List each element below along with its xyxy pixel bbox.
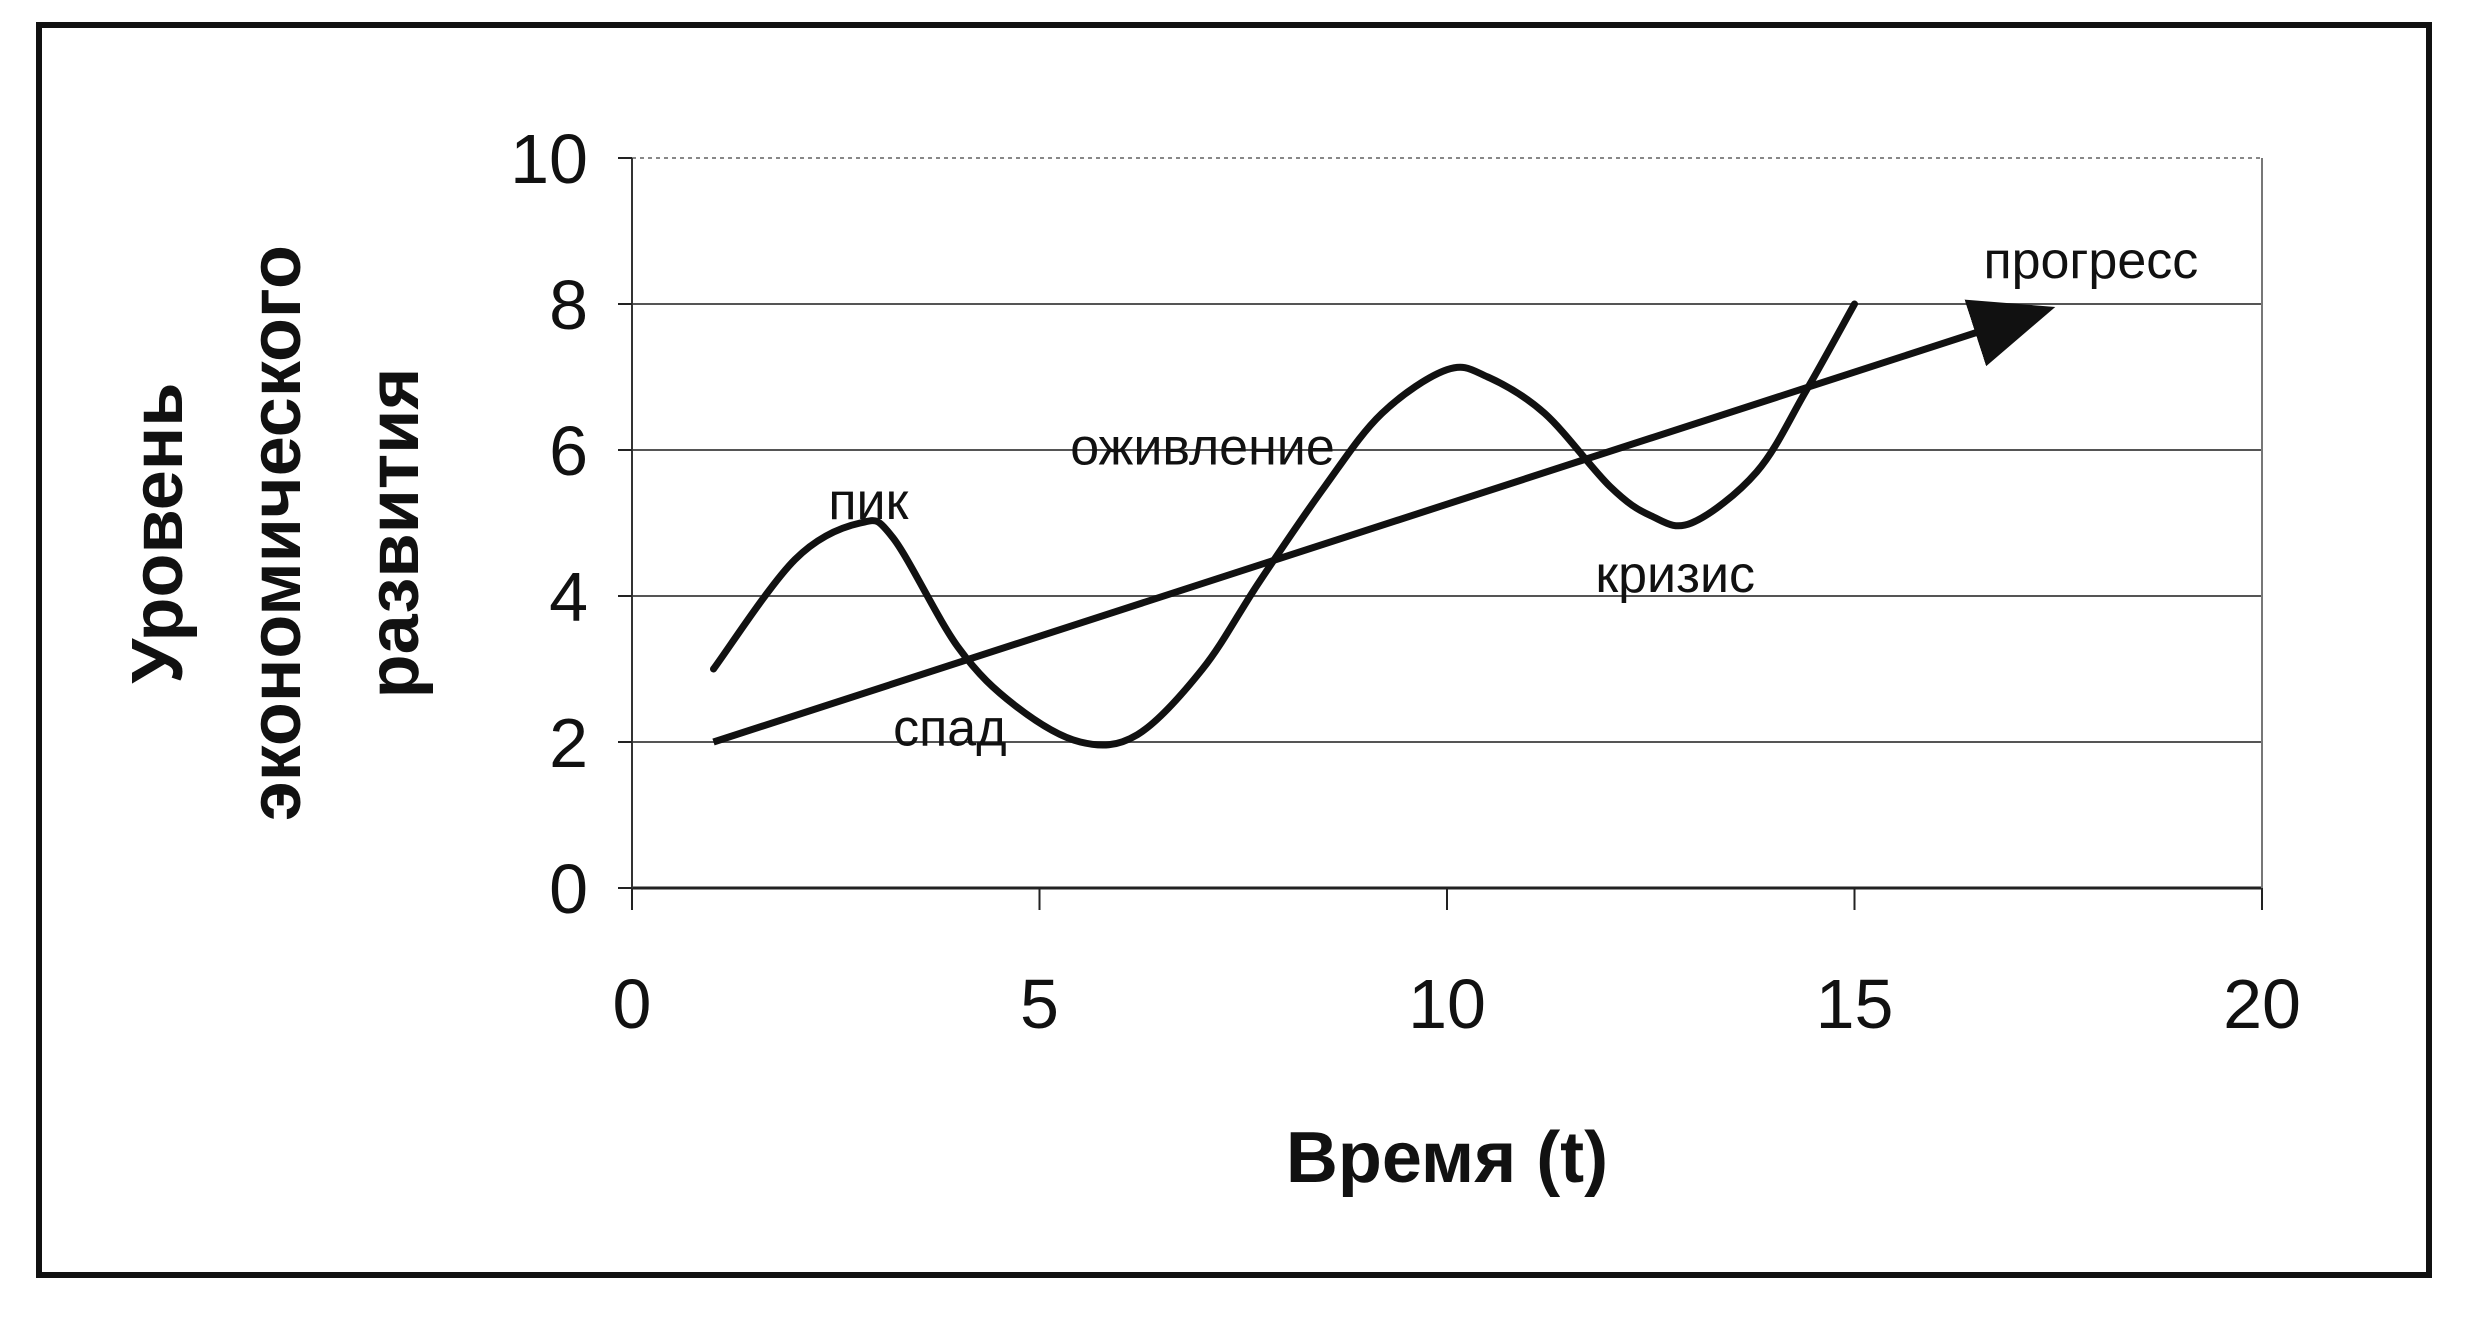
y-tick-label-8: 8: [549, 266, 588, 344]
y-tick-label-10: 10: [510, 120, 588, 198]
tick-labels: 0 2 4 6 8 10 0 5 10 15 20: [510, 120, 2301, 1043]
economic-cycle-curve: [710, 300, 1858, 749]
y-axis-title-line: Уровень: [118, 382, 198, 683]
annotation-label: прогресс: [1983, 232, 2198, 290]
axes: [618, 157, 2263, 910]
y-tick-label-4: 4: [549, 558, 588, 636]
y-tick-label-0: 0: [549, 850, 588, 928]
x-tick-label-15: 15: [1816, 965, 1894, 1043]
x-tick-label-0: 0: [613, 965, 652, 1043]
chart-frame: [36, 22, 2432, 1278]
x-tick-label-5: 5: [1020, 965, 1059, 1043]
y-tick-label-6: 6: [549, 412, 588, 490]
x-tick-label-10: 10: [1408, 965, 1486, 1043]
y-axis-title: Уровень экономического развития: [118, 245, 434, 821]
annotation-label: оживление: [1070, 418, 1335, 476]
annotations: пик спад оживление кризис прогресс: [828, 232, 2198, 757]
annotation-label: кризис: [1595, 546, 1755, 604]
y-tick-label-2: 2: [549, 704, 588, 782]
annotation-label: спад: [893, 699, 1006, 757]
x-axis-title: Время (t): [1286, 1118, 1608, 1198]
y-axis-title-line: развития: [354, 368, 434, 699]
series-layer: [710, 299, 2056, 749]
x-tick-label-20: 20: [2223, 965, 2301, 1043]
y-axis-title-line: экономического: [236, 245, 316, 821]
annotation-label: пик: [828, 473, 908, 531]
axis-titles: Время (t) Уровень экономического развития: [118, 245, 1608, 1198]
trend-arrow-line: [712, 299, 2056, 746]
